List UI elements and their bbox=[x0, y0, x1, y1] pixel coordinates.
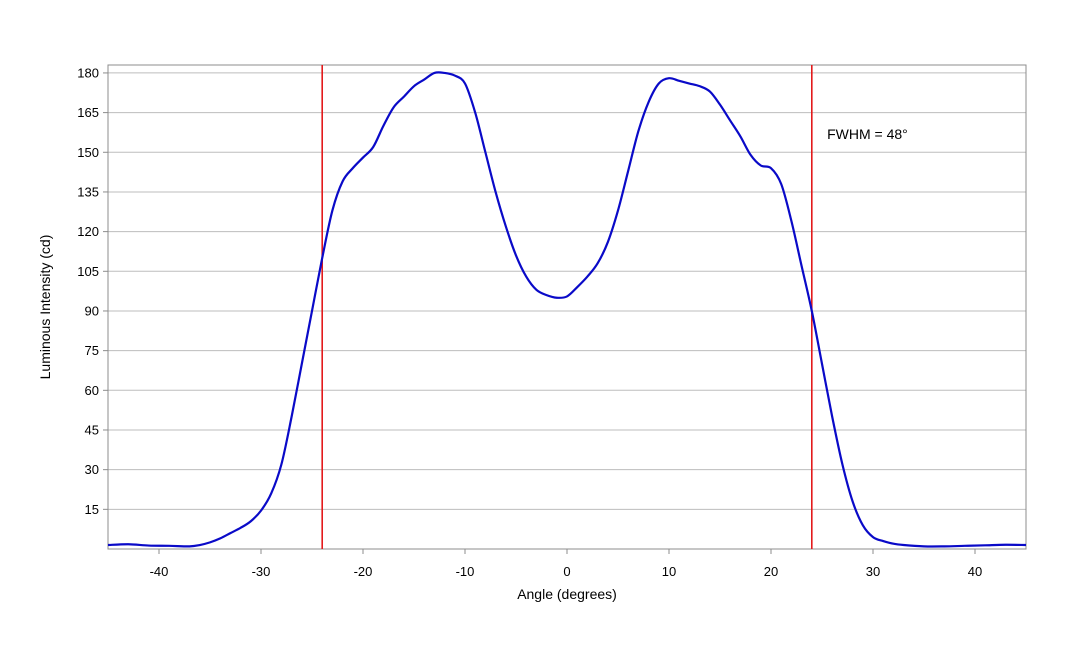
x-tick-label: 40 bbox=[968, 564, 982, 579]
fwhm-markers bbox=[321, 65, 813, 549]
y-tick-label: 30 bbox=[85, 462, 99, 477]
y-tick-label: 120 bbox=[77, 224, 99, 239]
x-tick-label: 0 bbox=[563, 564, 570, 579]
y-tick-label: 60 bbox=[85, 383, 99, 398]
y-tick-label: 150 bbox=[77, 145, 99, 160]
y-axis-ticks: 15 30 45 60 75 90 105 120 135 150 165 180 bbox=[77, 65, 108, 517]
series bbox=[107, 71, 1027, 548]
x-tick-label: -30 bbox=[252, 564, 271, 579]
y-tick-label: 45 bbox=[85, 422, 99, 437]
y-tick-label: 90 bbox=[85, 303, 99, 318]
x-tick-label: -10 bbox=[456, 564, 475, 579]
x-tick-label: -20 bbox=[354, 564, 373, 579]
x-axis-title: Angle (degrees) bbox=[517, 586, 617, 602]
x-tick-label: -40 bbox=[150, 564, 169, 579]
y-tick-label: 105 bbox=[77, 264, 99, 279]
x-tick-label: 20 bbox=[764, 564, 778, 579]
y-tick-label: 75 bbox=[85, 343, 99, 358]
x-axis-ticks: -40 -30 -20 -10 0 10 20 30 40 bbox=[150, 549, 982, 579]
series-line-0 bbox=[107, 71, 1027, 548]
y-tick-label: 135 bbox=[77, 184, 99, 199]
y-tick-label: 15 bbox=[85, 502, 99, 517]
y-axis-title: Luminous Intensity (cd) bbox=[37, 235, 53, 380]
x-tick-label: 30 bbox=[866, 564, 880, 579]
y-tick-label: 180 bbox=[77, 65, 99, 80]
grid bbox=[108, 72, 1026, 510]
y-tick-label: 165 bbox=[77, 105, 99, 120]
fwhm-annotation: FWHM = 48° bbox=[827, 126, 908, 142]
x-tick-label: 10 bbox=[662, 564, 676, 579]
